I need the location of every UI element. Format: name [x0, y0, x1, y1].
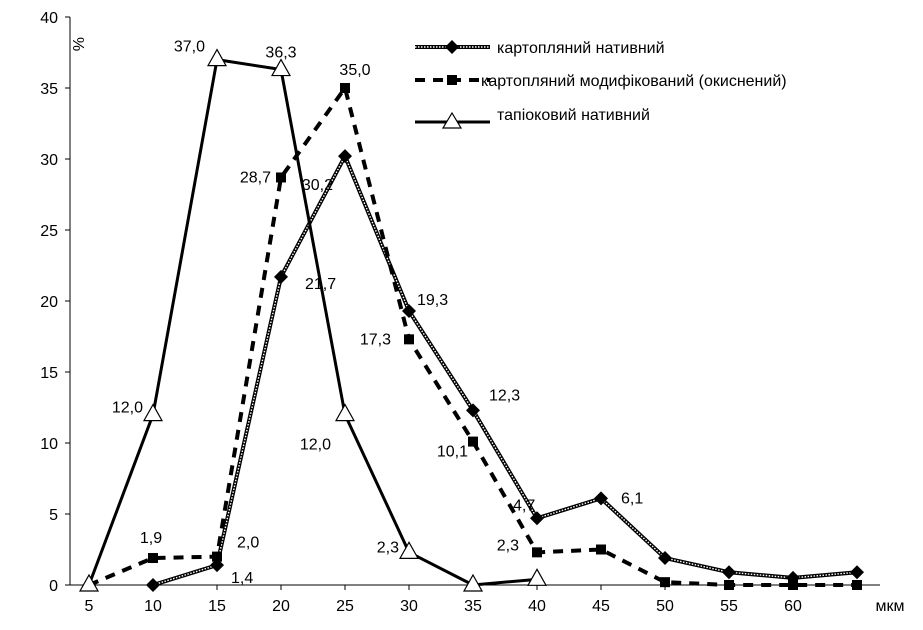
- y-tick-label: 20: [40, 294, 58, 311]
- x-tick-label: 40: [528, 598, 546, 615]
- point-tapioca-native: [462, 573, 484, 592]
- y-tick-label: 10: [40, 436, 58, 453]
- point-potato-modified: [340, 83, 350, 93]
- point-potato-native: [210, 558, 224, 573]
- legend: картопляний нативний картопляний модифік…: [415, 40, 787, 129]
- y-tick-label: 15: [40, 365, 58, 382]
- data-labels: 1,4 21,7 30,2 19,3 12,3 4,7 6,1 1,9 2,0 28,7 35,0 1…: [112, 39, 643, 588]
- point-potato-native: [722, 565, 736, 580]
- data-label: 2,3: [497, 537, 519, 554]
- point-tapioca-native: [398, 541, 420, 559]
- data-label: 6,1: [621, 490, 643, 507]
- x-tick-label: 25: [336, 598, 354, 615]
- point-potato-native: [530, 511, 544, 526]
- data-label: 1,9: [140, 530, 162, 547]
- x-tick-label: 30: [400, 598, 418, 615]
- legend-label-potato-native: картопляний нативний: [497, 40, 665, 57]
- data-label: 36,3: [265, 45, 296, 62]
- point-potato-modified: [532, 547, 542, 558]
- data-label: 19,3: [417, 292, 448, 309]
- point-potato-native: [338, 149, 352, 164]
- y-tick-label: 40: [40, 10, 58, 27]
- x-axis-label: мкм: [876, 598, 905, 615]
- series-line-potato-native-inner: [152, 154, 858, 586]
- y-tick-label: 0: [49, 578, 58, 595]
- point-potato-native: [594, 491, 608, 506]
- point-tapioca-native: [334, 403, 356, 422]
- data-label: 2,3: [377, 539, 399, 556]
- data-label: 35,0: [339, 62, 370, 79]
- point-potato-native: [402, 303, 416, 318]
- point-tapioca-native: [270, 58, 292, 77]
- point-potato-modified: [788, 580, 798, 590]
- x-tick-label: 35: [464, 598, 482, 615]
- point-tapioca-native: [142, 403, 164, 422]
- point-potato-native: [850, 565, 864, 580]
- x-tick-label: 55: [720, 598, 738, 615]
- series-line-potato-native: [152, 154, 858, 587]
- legend-marker-triangle: [441, 111, 463, 129]
- point-potato-modified: [404, 334, 414, 345]
- x-tick-label: 20: [272, 598, 290, 615]
- axes: 0 5 10 15 20 25 30 35 40 5 10 15 20 25 30 35 40 45 50 55 60%…: [40, 10, 904, 615]
- point-potato-modified: [852, 580, 862, 590]
- point-tapioca-native: [206, 48, 228, 67]
- point-potato-modified: [724, 580, 734, 590]
- x-tick-label: 10: [144, 598, 162, 615]
- data-label: 17,3: [360, 331, 391, 348]
- point-potato-modified: [148, 553, 158, 564]
- legend-entry-potato-modified: картопляний модифікований (окиснений): [415, 73, 787, 90]
- point-potato-modified: [596, 544, 606, 555]
- y-tick-label: 35: [40, 81, 58, 98]
- legend-marker-diamond: [445, 40, 459, 54]
- x-tick-label: 50: [656, 598, 674, 615]
- x-tick-label: 15: [208, 598, 226, 615]
- legend-marker-square: [447, 75, 457, 85]
- point-potato-native: [466, 403, 480, 418]
- point-potato-native: [274, 269, 288, 284]
- y-tick-label: 25: [40, 223, 58, 240]
- legend-label-potato-modified: картопляний модифікований (окиснений): [481, 73, 787, 90]
- x-tick-label: 5: [85, 598, 94, 615]
- data-label: 4,7: [513, 497, 535, 514]
- data-label: 2,0: [237, 535, 259, 552]
- x-tick-label: 45: [592, 598, 610, 615]
- data-label: 21,7: [305, 276, 336, 293]
- data-label: 30,2: [302, 177, 333, 194]
- point-potato-native: [146, 578, 160, 592]
- data-label: 28,7: [240, 169, 271, 186]
- series-line-tapioca-native: [87, 58, 538, 587]
- point-potato-modified: [212, 551, 222, 562]
- legend-entry-potato-native: картопляний нативний: [415, 40, 665, 57]
- data-label: 12,3: [489, 387, 520, 404]
- x-tick-label: 60: [784, 598, 802, 615]
- point-tapioca-native: [526, 568, 548, 586]
- data-label: 12,0: [112, 400, 143, 417]
- data-label: 37,0: [174, 39, 205, 56]
- point-potato-modified: [660, 577, 670, 588]
- data-label: 1,4: [231, 570, 253, 587]
- data-label: 12,0: [300, 437, 331, 454]
- legend-entry-tapioca-native: тапіоковий нативний: [415, 107, 650, 129]
- series-layer: [78, 48, 864, 592]
- point-potato-modified: [468, 436, 478, 447]
- point-potato-native: [658, 551, 672, 566]
- legend-label-tapioca-native: тапіоковий нативний: [497, 107, 650, 124]
- series-line-potato-modified: [88, 83, 857, 587]
- data-label: 10,1: [437, 444, 468, 461]
- y-tick-label: 30: [40, 152, 58, 169]
- point-tapioca-native: [78, 573, 100, 592]
- y-tick-label: 5: [49, 507, 58, 524]
- y-axis-label: %: [69, 37, 86, 51]
- point-potato-modified: [276, 172, 286, 183]
